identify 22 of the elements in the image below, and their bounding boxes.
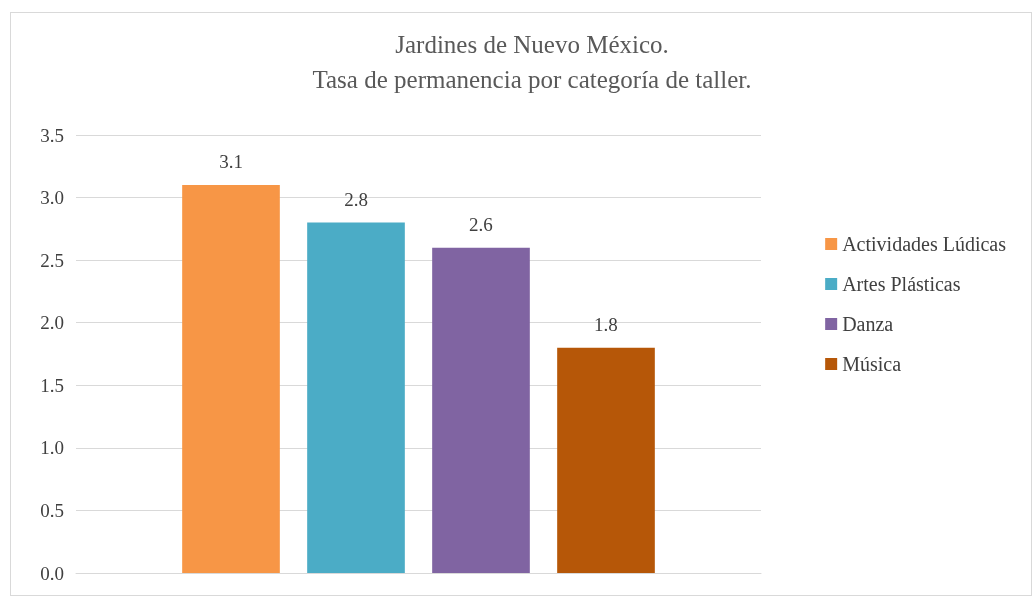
- y-tick-label: 1.0: [40, 437, 64, 459]
- y-tick-label: 2.0: [40, 312, 64, 334]
- legend-label: Artes Plásticas: [842, 273, 961, 295]
- chart-subtitle: Tasa de permanencia por categoría de taller.: [312, 66, 752, 93]
- y-tick-label: 0.0: [40, 562, 64, 584]
- chart-title: Jardines de Nuevo México.: [395, 31, 669, 58]
- data-label: 3.1: [219, 151, 243, 173]
- bar: [557, 347, 655, 573]
- bar: [307, 222, 405, 573]
- legend-label: Actividades Lúdicas: [842, 233, 1007, 255]
- data-label: 1.8: [594, 313, 618, 335]
- y-tick-label: 2.5: [40, 249, 64, 271]
- y-tick-label: 1.5: [40, 374, 64, 396]
- data-label: 2.6: [469, 213, 493, 235]
- legend-label: Música: [842, 353, 902, 375]
- y-tick-label: 3.0: [40, 187, 64, 209]
- data-label: 2.8: [344, 188, 368, 210]
- legend-label: Danza: [842, 313, 894, 335]
- bar: [182, 185, 280, 573]
- bar: [432, 247, 530, 573]
- y-tick-label: 0.5: [40, 499, 64, 521]
- y-tick-label: 3.5: [40, 124, 64, 146]
